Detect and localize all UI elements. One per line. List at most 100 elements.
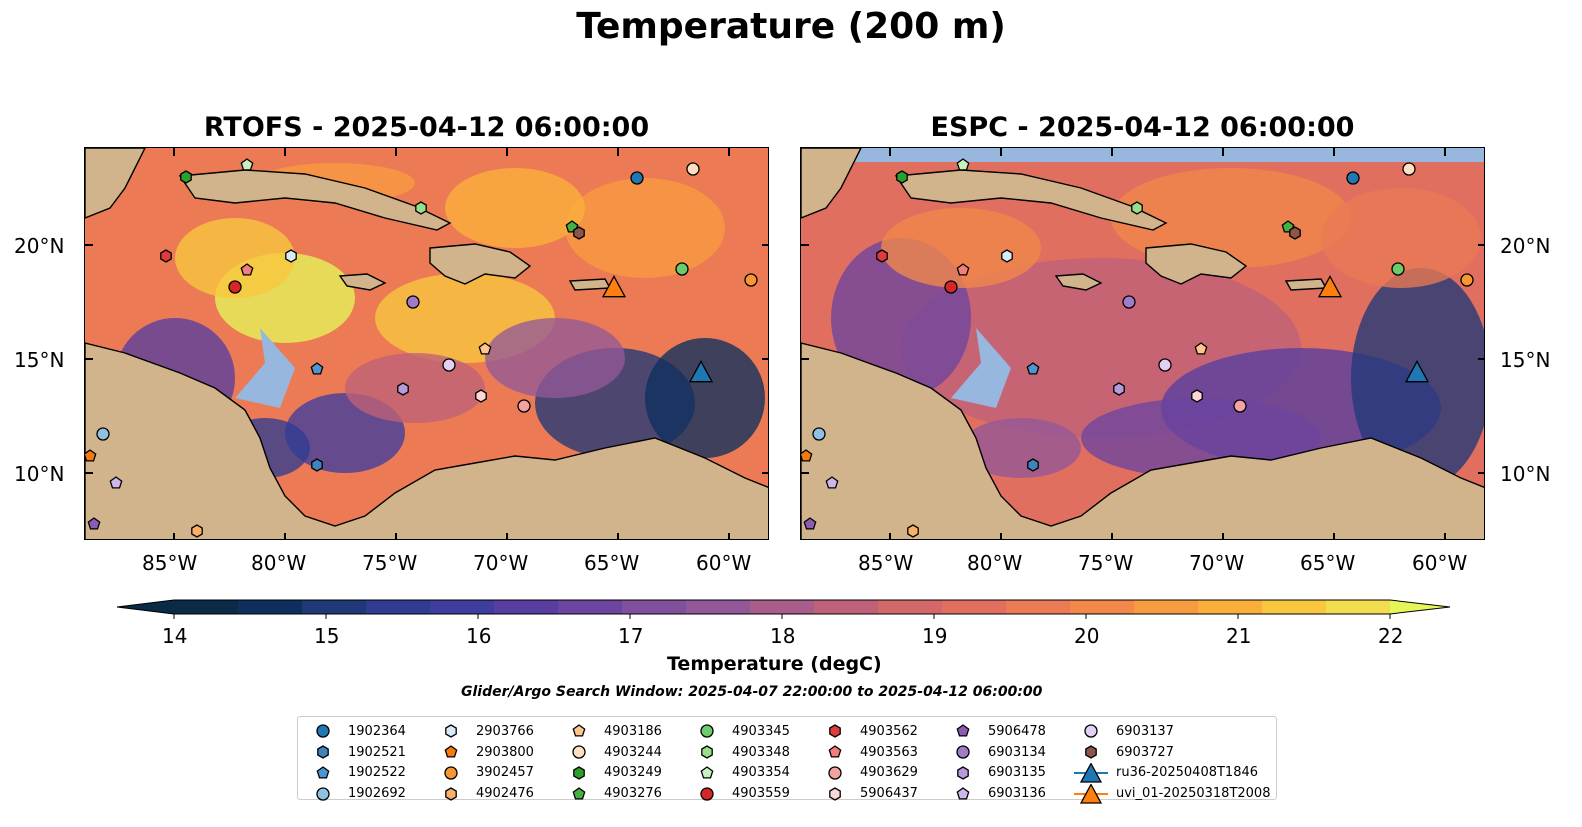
legend-item: 5906478 <box>946 721 1046 742</box>
legend-label: ru36-20250408T1846 <box>1116 765 1259 781</box>
espc-map <box>800 147 1485 540</box>
rtofs-map-canvas <box>85 148 768 539</box>
legend-label: 4903345 <box>732 723 790 739</box>
legend-label: 5906437 <box>860 786 918 802</box>
shelf-water <box>235 328 295 408</box>
legend-item: 6903135 <box>946 763 1046 784</box>
search-window-note: Glider/Argo Search Window: 2025-04-07 22… <box>461 684 1043 700</box>
x-tick-label: 85°W <box>142 551 198 575</box>
colorbar-segment <box>878 600 943 614</box>
legend-marker-icon <box>444 766 458 780</box>
colorbar-tick-label: 19 <box>922 624 948 648</box>
legend-label: 6903134 <box>988 744 1046 760</box>
legend-label: 4903563 <box>860 744 918 760</box>
temperature-anomaly <box>485 318 625 398</box>
legend-float-marker <box>572 724 586 737</box>
float-marker-4903562 <box>876 249 888 263</box>
colorbar-segment <box>942 600 1007 614</box>
legend-item: 4903559 <box>690 783 790 804</box>
legend-marker-icon <box>957 766 969 780</box>
legend-marker-icon <box>701 745 713 759</box>
float-marker-3902457 <box>1460 273 1474 287</box>
legend-marker-icon <box>956 745 970 759</box>
legend-item: 4903629 <box>818 763 918 784</box>
legend-float-marker <box>316 766 330 779</box>
colorbar-tick-label: 14 <box>162 624 188 648</box>
glider-marker-uvi <box>1317 275 1343 298</box>
legend-label: 4903249 <box>604 765 662 781</box>
legend-float-marker <box>445 724 457 739</box>
x-tick-label: 60°W <box>1412 551 1468 575</box>
x-tick-label: 70°W <box>473 551 529 575</box>
legend-marker-icon <box>573 766 585 780</box>
legend-marker-icon <box>1085 745 1097 759</box>
legend-item: 6903134 <box>946 742 1046 763</box>
float-marker-2903766 <box>1001 249 1013 263</box>
temperature-anomaly <box>445 168 585 248</box>
legend-label: uvi_01-20250318T2008 <box>1116 786 1271 802</box>
float-marker-4903629 <box>1233 399 1247 413</box>
legend-marker-icon <box>572 745 586 759</box>
float-marker-4903562 <box>160 249 172 263</box>
colorbar-extend-high <box>1390 600 1450 614</box>
land-mass <box>894 169 1168 231</box>
float-marker-1902521 <box>311 458 323 472</box>
colorbar-segment <box>174 600 239 614</box>
legend-item: 1902521 <box>306 742 406 763</box>
legend-label: 4903354 <box>732 765 790 781</box>
legend-label: 4903562 <box>860 723 918 739</box>
legend-item: 6903136 <box>946 783 1046 804</box>
colorbar-extend-low <box>117 600 174 614</box>
land-mass <box>338 273 387 291</box>
legend-marker-icon <box>700 766 714 779</box>
legend-label: 6903136 <box>988 786 1046 802</box>
legend-marker-icon <box>1074 783 1108 804</box>
legend-label: 2903800 <box>476 744 534 760</box>
colorbar-segment <box>558 600 623 614</box>
legend-label: 1902521 <box>348 744 406 760</box>
float-marker-6903727 <box>573 226 585 240</box>
x-tick-label: 65°W <box>584 551 640 575</box>
legend-item: 4903345 <box>690 721 790 742</box>
colorbar-segment <box>1006 600 1071 614</box>
float-marker-4903559 <box>228 280 242 294</box>
float-marker-4903629 <box>517 399 531 413</box>
legend-float-marker <box>316 724 330 739</box>
glider-marker-ru36 <box>1404 360 1430 383</box>
y-tick-label: 20°N <box>1500 234 1551 258</box>
y-tick-label: 15°N <box>1500 348 1551 372</box>
y-tick-label: 10°N <box>14 462 65 486</box>
legend-label: 1902692 <box>348 786 406 802</box>
legend-marker-icon <box>572 724 586 737</box>
legend-label: 6903727 <box>1116 744 1174 760</box>
float-marker-1902521 <box>1027 458 1039 472</box>
y-tick-label: 15°N <box>14 348 65 372</box>
espc-map-canvas <box>801 148 1484 539</box>
land-mass <box>1054 273 1103 291</box>
legend-item: ru36-20250408T1846 <box>1074 762 1270 784</box>
legend-item: 3902457 <box>434 763 534 784</box>
temperature-anomaly <box>175 218 295 298</box>
colorbar-segment <box>686 600 751 614</box>
legend-float-marker <box>573 766 585 780</box>
temperature-anomaly <box>961 418 1081 478</box>
colorbar-tick-label: 15 <box>314 624 340 648</box>
float-marker-4903354 <box>956 158 970 171</box>
colorbar-segment <box>238 600 303 614</box>
float-marker-6903135 <box>1113 382 1125 396</box>
float-marker-4903249 <box>896 170 908 184</box>
no-data-band <box>801 148 1484 162</box>
float-marker-4903563 <box>956 263 970 276</box>
legend-glider-marker <box>1079 762 1103 783</box>
legend-marker-icon <box>700 787 714 801</box>
legend-marker-icon <box>1074 762 1108 783</box>
float-marker-6903134 <box>1122 295 1136 309</box>
land-mass <box>568 278 612 291</box>
temperature-anomaly <box>1081 398 1321 478</box>
float-marker-1902364 <box>1346 171 1360 185</box>
legend-label: 4903244 <box>604 744 662 760</box>
legend-label: 4903276 <box>604 786 662 802</box>
land-mass <box>429 243 532 285</box>
colorbar-tick-label: 21 <box>1226 624 1252 648</box>
float-marker-4903345 <box>675 262 689 276</box>
